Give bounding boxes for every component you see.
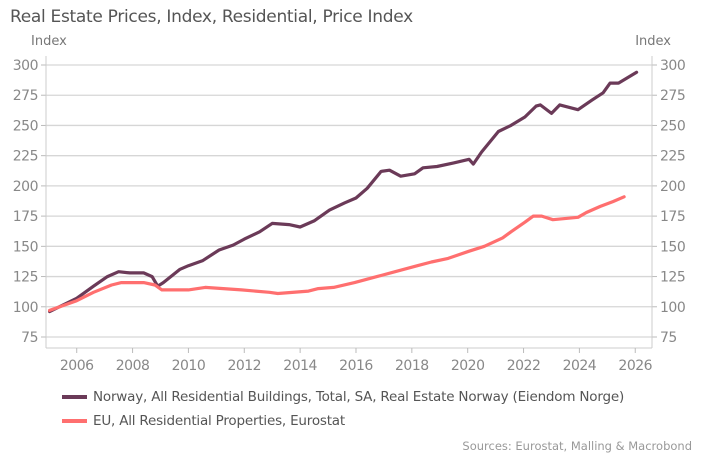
source-note: Sources: Eurostat, Malling & Macrobond xyxy=(462,439,692,453)
y-tick-label-left: 225 xyxy=(13,149,38,165)
legend-label-norway: Norway, All Residential Buildings, Total… xyxy=(93,389,625,405)
right-axis-label: Index xyxy=(635,34,671,49)
x-tick-label: 2026 xyxy=(618,358,652,374)
y-tick-label-left: 200 xyxy=(13,179,38,195)
y-tick-label-right: 200 xyxy=(660,179,685,195)
legend-swatch-eu xyxy=(62,419,87,423)
x-tick-label: 2022 xyxy=(507,358,541,374)
y-tick-label-right: 250 xyxy=(660,118,685,134)
y-tick-label-left: 100 xyxy=(13,300,38,316)
y-tick-label-left: 75 xyxy=(21,330,38,346)
x-tick-label: 2018 xyxy=(395,358,429,374)
y-tick-label-right: 275 xyxy=(660,88,685,104)
x-tick-label: 2014 xyxy=(283,358,317,374)
y-tick-label-left: 125 xyxy=(13,270,38,286)
y-tick-label-left: 250 xyxy=(13,118,38,134)
x-tick-label: 2008 xyxy=(116,358,150,374)
y-tick-label-right: 75 xyxy=(660,330,677,346)
legend-swatch-norway xyxy=(62,395,87,399)
y-tick-label-right: 300 xyxy=(660,58,685,74)
y-tick-label-right: 175 xyxy=(660,209,685,225)
y-tick-label-left: 300 xyxy=(13,58,38,74)
chart-title: Real Estate Prices, Index, Residential, … xyxy=(10,7,413,27)
y-tick-label-left: 275 xyxy=(13,88,38,104)
y-tick-label-right: 100 xyxy=(660,300,685,316)
x-tick-label: 2020 xyxy=(451,358,485,374)
y-tick-label-right: 125 xyxy=(660,270,685,286)
y-tick-label-left: 175 xyxy=(13,209,38,225)
series-line-eu xyxy=(47,195,626,312)
legend-item-norway: Norway, All Residential Buildings, Total… xyxy=(62,389,624,405)
y-tick-label-right: 225 xyxy=(660,149,685,165)
y-tick-label-right: 150 xyxy=(660,239,685,255)
x-tick-label: 2012 xyxy=(227,358,261,374)
y-tick-label-left: 150 xyxy=(13,239,38,255)
legend-item-eu: EU, All Residential Properties, Eurostat xyxy=(62,413,345,429)
x-tick-label: 2006 xyxy=(60,358,94,374)
legend-label-eu: EU, All Residential Properties, Eurostat xyxy=(93,413,345,429)
left-axis-label: Index xyxy=(31,34,67,49)
x-tick-label: 2010 xyxy=(172,358,206,374)
x-tick-label: 2024 xyxy=(563,358,597,374)
x-tick-label: 2016 xyxy=(339,358,373,374)
series-line-norway xyxy=(47,70,639,314)
